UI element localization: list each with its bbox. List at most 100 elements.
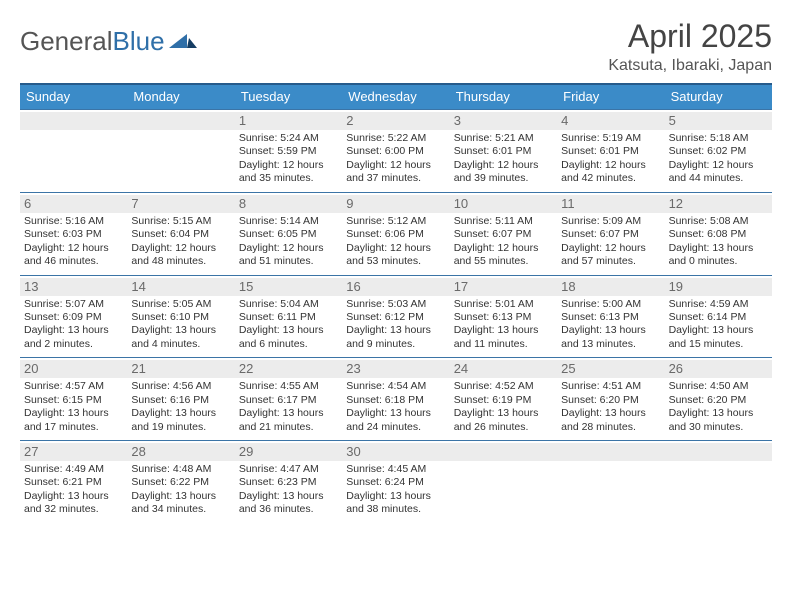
day-body: Sunrise: 4:52 AMSunset: 6:19 PMDaylight:… (454, 380, 553, 434)
day-cell: . (20, 110, 127, 192)
day-body: Sunrise: 4:57 AMSunset: 6:15 PMDaylight:… (24, 380, 123, 434)
day-cell: 20Sunrise: 4:57 AMSunset: 6:15 PMDayligh… (20, 358, 127, 440)
day-number: 7 (127, 195, 234, 213)
day-number: . (127, 112, 234, 130)
day-cell: 23 Sunrise: 4:54 AMSunset: 6:18 PMDayligh… (342, 358, 449, 440)
day-cell: 17 Sunrise: 5:01 AMSunset: 6:13 PMDayligh… (450, 276, 557, 358)
calendar: SundayMondayTuesdayWednesdayThursdayFrid… (20, 83, 772, 523)
day-number: 17 (450, 278, 557, 296)
day-body: Sunrise: 5:00 AMSunset: 6:13 PMDaylight:… (561, 298, 660, 352)
day-cell: 7 Sunrise: 5:15 AMSunset: 6:04 PMDaylight… (127, 193, 234, 275)
day-body: Sunrise: 5:24 AMSunset: 5:59 PMDaylight:… (239, 132, 338, 186)
day-number: 26 (665, 360, 772, 378)
day-cell: 8 Sunrise: 5:14 AMSunset: 6:05 PMDaylight… (235, 193, 342, 275)
day-number: 13 (20, 278, 127, 296)
day-body: Sunrise: 4:55 AMSunset: 6:17 PMDaylight:… (239, 380, 338, 434)
page-header: GeneralBlue April 2025 Katsuta, Ibaraki,… (20, 18, 772, 75)
day-body: Sunrise: 5:03 AMSunset: 6:12 PMDaylight:… (346, 298, 445, 352)
day-cell: 25Sunrise: 4:51 AMSunset: 6:20 PMDayligh… (557, 358, 664, 440)
day-cell: 21 Sunrise: 4:56 AMSunset: 6:16 PMDayligh… (127, 358, 234, 440)
day-body: Sunrise: 5:21 AMSunset: 6:01 PMDaylight:… (454, 132, 553, 186)
dow-header: Thursday (450, 85, 557, 109)
brand-text-2: Blue (113, 26, 165, 57)
week-row: 6 Sunrise: 5:16 AMSunset: 6:03 PMDaylight… (20, 192, 772, 275)
day-cell: . (450, 441, 557, 523)
day-number: 14 (127, 278, 234, 296)
day-body: Sunrise: 4:54 AMSunset: 6:18 PMDaylight:… (346, 380, 445, 434)
day-body: Sunrise: 4:59 AMSunset: 6:14 PMDaylight:… (669, 298, 768, 352)
day-number: 21 (127, 360, 234, 378)
day-number: . (665, 443, 772, 461)
day-cell: . (127, 110, 234, 192)
brand-text-1: General (20, 26, 113, 57)
dow-header: Monday (127, 85, 234, 109)
day-body: Sunrise: 4:56 AMSunset: 6:16 PMDaylight:… (131, 380, 230, 434)
day-number: 8 (235, 195, 342, 213)
day-cell: 19 Sunrise: 4:59 AMSunset: 6:14 PMDayligh… (665, 276, 772, 358)
day-number: . (557, 443, 664, 461)
day-body: Sunrise: 5:22 AMSunset: 6:00 PMDaylight:… (346, 132, 445, 186)
brand-mark-icon (169, 26, 197, 57)
day-body: Sunrise: 5:05 AMSunset: 6:10 PMDaylight:… (131, 298, 230, 352)
day-cell: 1Sunrise: 5:24 AMSunset: 5:59 PMDaylight… (235, 110, 342, 192)
day-cell: 5 Sunrise: 5:18 AMSunset: 6:02 PMDaylight… (665, 110, 772, 192)
day-body: Sunrise: 5:12 AMSunset: 6:06 PMDaylight:… (346, 215, 445, 269)
day-number: 30 (342, 443, 449, 461)
day-number: 27 (20, 443, 127, 461)
day-body: Sunrise: 4:51 AMSunset: 6:20 PMDaylight:… (561, 380, 660, 434)
day-body: Sunrise: 4:49 AMSunset: 6:21 PMDaylight:… (24, 463, 123, 517)
location-subtitle: Katsuta, Ibaraki, Japan (608, 57, 772, 75)
day-cell: 3 Sunrise: 5:21 AMSunset: 6:01 PMDaylight… (450, 110, 557, 192)
week-row: ..1Sunrise: 5:24 AMSunset: 5:59 PMDaylig… (20, 109, 772, 192)
day-number: 23 (342, 360, 449, 378)
day-number: 28 (127, 443, 234, 461)
day-number: 2 (342, 112, 449, 130)
day-number: 6 (20, 195, 127, 213)
dow-header: Saturday (665, 85, 772, 109)
day-body: Sunrise: 5:09 AMSunset: 6:07 PMDaylight:… (561, 215, 660, 269)
day-cell: 14 Sunrise: 5:05 AMSunset: 6:10 PMDayligh… (127, 276, 234, 358)
day-number: 19 (665, 278, 772, 296)
day-body: Sunrise: 5:08 AMSunset: 6:08 PMDaylight:… (669, 215, 768, 269)
day-number: 22 (235, 360, 342, 378)
day-cell: 26Sunrise: 4:50 AMSunset: 6:20 PMDayligh… (665, 358, 772, 440)
title-block: April 2025 Katsuta, Ibaraki, Japan (608, 18, 772, 75)
dow-header-row: SundayMondayTuesdayWednesdayThursdayFrid… (20, 85, 772, 109)
day-cell: 9 Sunrise: 5:12 AMSunset: 6:06 PMDaylight… (342, 193, 449, 275)
dow-header: Wednesday (342, 85, 449, 109)
day-number: . (20, 112, 127, 130)
day-number: 29 (235, 443, 342, 461)
day-number: 10 (450, 195, 557, 213)
day-body: Sunrise: 5:01 AMSunset: 6:13 PMDaylight:… (454, 298, 553, 352)
day-number: 18 (557, 278, 664, 296)
day-cell: 30 Sunrise: 4:45 AMSunset: 6:24 PMDayligh… (342, 441, 449, 523)
day-body: Sunrise: 4:47 AMSunset: 6:23 PMDaylight:… (239, 463, 338, 517)
day-number: 9 (342, 195, 449, 213)
day-cell: 18 Sunrise: 5:00 AMSunset: 6:13 PMDayligh… (557, 276, 664, 358)
day-number: 3 (450, 112, 557, 130)
day-cell: 2 Sunrise: 5:22 AMSunset: 6:00 PMDaylight… (342, 110, 449, 192)
day-cell: 22 Sunrise: 4:55 AMSunset: 6:17 PMDayligh… (235, 358, 342, 440)
day-number: 16 (342, 278, 449, 296)
day-cell: 28Sunrise: 4:48 AMSunset: 6:22 PMDayligh… (127, 441, 234, 523)
day-body: Sunrise: 5:07 AMSunset: 6:09 PMDaylight:… (24, 298, 123, 352)
day-body: Sunrise: 4:45 AMSunset: 6:24 PMDaylight:… (346, 463, 445, 517)
day-cell: 27 Sunrise: 4:49 AMSunset: 6:21 PMDayligh… (20, 441, 127, 523)
day-number: . (450, 443, 557, 461)
day-body: Sunrise: 5:18 AMSunset: 6:02 PMDaylight:… (669, 132, 768, 186)
day-body: Sunrise: 5:14 AMSunset: 6:05 PMDaylight:… (239, 215, 338, 269)
dow-header: Friday (557, 85, 664, 109)
day-number: 5 (665, 112, 772, 130)
day-body: Sunrise: 5:04 AMSunset: 6:11 PMDaylight:… (239, 298, 338, 352)
day-number: 24 (450, 360, 557, 378)
day-cell: 4Sunrise: 5:19 AMSunset: 6:01 PMDaylight… (557, 110, 664, 192)
day-cell: 10Sunrise: 5:11 AMSunset: 6:07 PMDayligh… (450, 193, 557, 275)
day-cell: 12Sunrise: 5:08 AMSunset: 6:08 PMDayligh… (665, 193, 772, 275)
day-cell: 16 Sunrise: 5:03 AMSunset: 6:12 PMDayligh… (342, 276, 449, 358)
dow-header: Sunday (20, 85, 127, 109)
day-body: Sunrise: 5:15 AMSunset: 6:04 PMDaylight:… (131, 215, 230, 269)
day-number: 4 (557, 112, 664, 130)
day-cell: 6 Sunrise: 5:16 AMSunset: 6:03 PMDaylight… (20, 193, 127, 275)
day-cell: 13 Sunrise: 5:07 AMSunset: 6:09 PMDayligh… (20, 276, 127, 358)
day-body: Sunrise: 5:16 AMSunset: 6:03 PMDaylight:… (24, 215, 123, 269)
